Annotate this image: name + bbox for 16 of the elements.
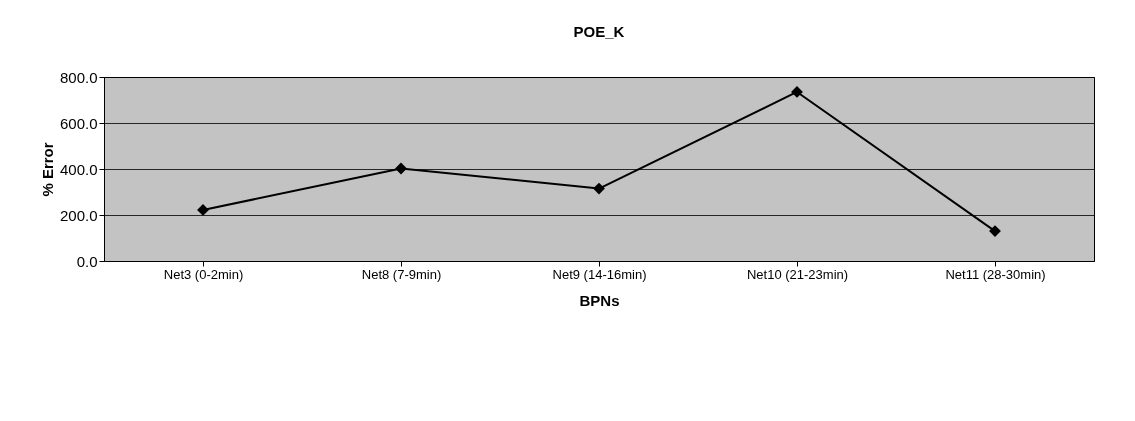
x-tick-label: Net3 (0-2min) [163, 266, 244, 282]
point [989, 225, 1001, 238]
point [593, 182, 605, 195]
x-tick-label: Net11 (28-30min) [945, 266, 1046, 282]
x-tick-label: Net10 (21-23min) [746, 266, 849, 282]
y-tick-label: 600.0 [59, 114, 98, 132]
y-tick-label: 800.0 [59, 68, 98, 86]
y-tick-label: 200.0 [59, 206, 98, 224]
y-axis-title: % Error [38, 142, 56, 197]
y-tick-label: 400.0 [59, 160, 98, 178]
point [395, 162, 407, 175]
x-tick-label: Net9 (14-16min) [552, 266, 647, 282]
x-tick-label: Net8 (7-9min) [361, 266, 442, 282]
y-tick-label: 0.0 [76, 252, 98, 270]
x-axis-title: BPNs [579, 291, 620, 309]
chart-title: POE_K [573, 23, 625, 40]
